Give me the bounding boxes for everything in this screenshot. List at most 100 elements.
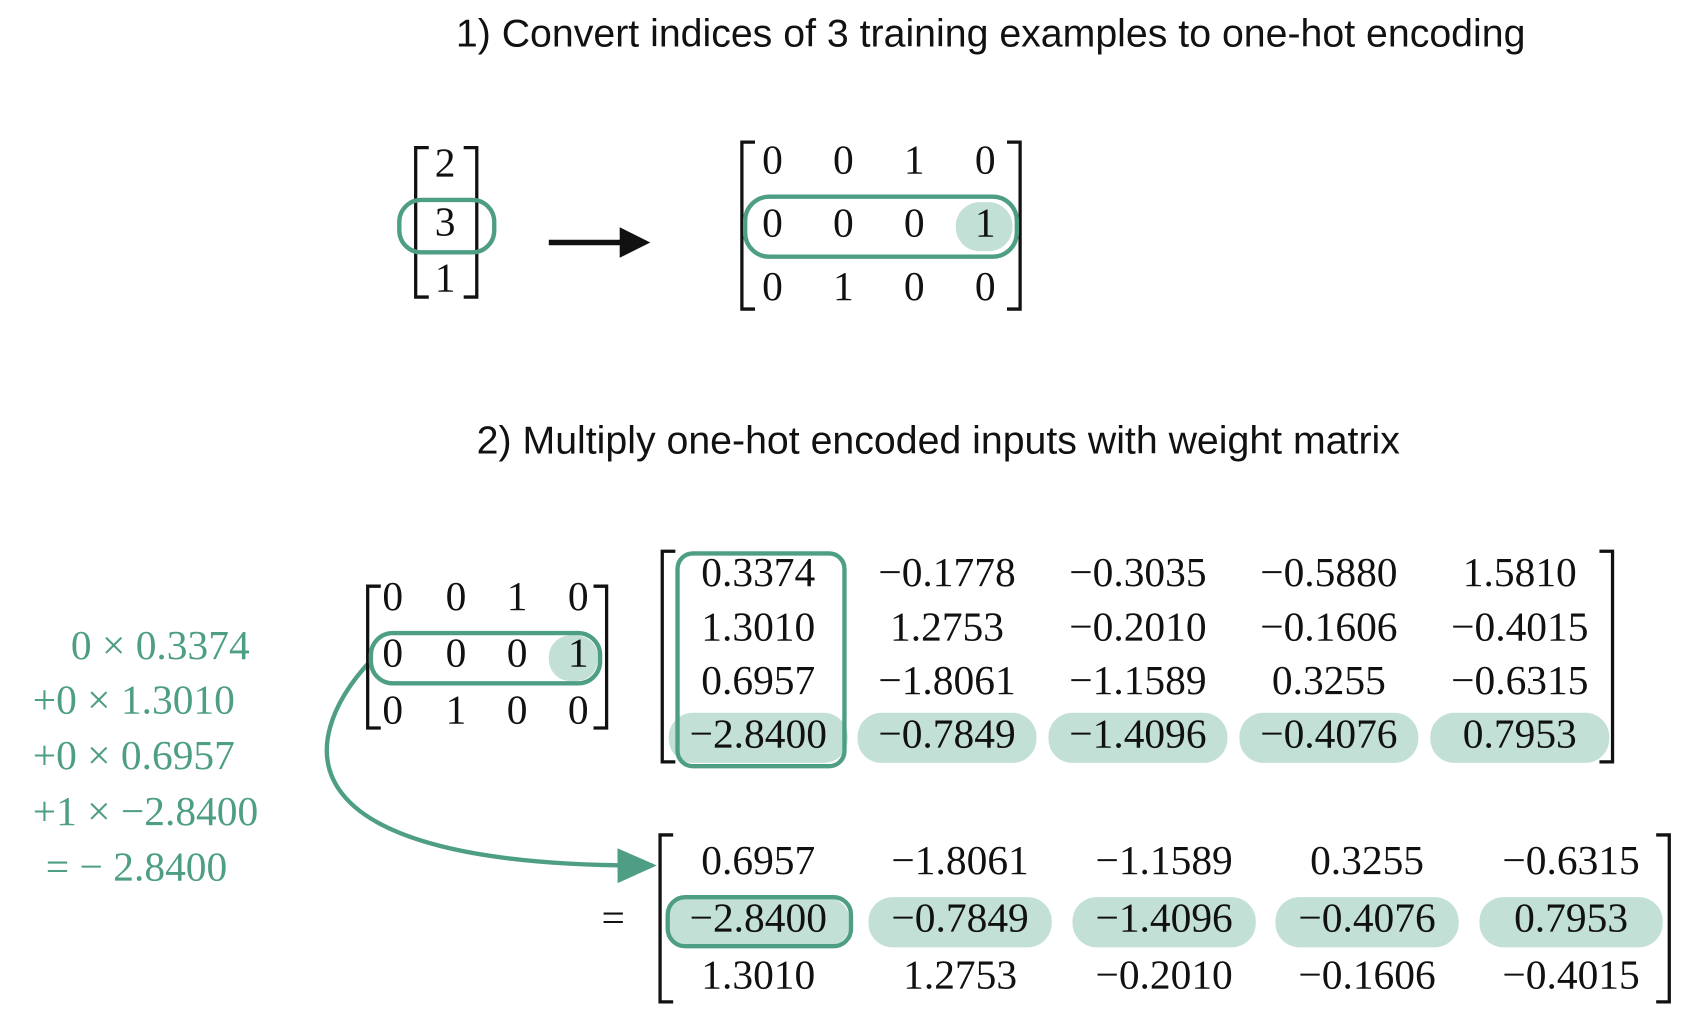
matrix-cell: −2.8400	[690, 895, 827, 941]
step-title: 2) Multiply one-hot encoded inputs with …	[477, 419, 1401, 463]
matrix-cell: −1.4096	[1069, 710, 1206, 756]
matrix-cell: −1.8061	[891, 837, 1028, 883]
matrix-cell: 0	[975, 263, 996, 309]
matrix-cell: 1	[435, 254, 456, 300]
matrix-cell: 1.2753	[890, 603, 1004, 649]
matrix-cell: −0.1778	[878, 549, 1015, 595]
matrix-cell: −0.7849	[891, 895, 1028, 941]
matrix-cell: −0.5880	[1260, 549, 1397, 595]
highlight	[868, 897, 1052, 948]
matrix-cell: 0.7953	[1463, 710, 1577, 756]
matrix-cell: 0	[833, 200, 854, 246]
matrix-cell: 0	[833, 136, 854, 182]
matrix-cell: 0	[904, 263, 925, 309]
matrix-cell: −0.7849	[878, 710, 1015, 756]
matrix-cell: −0.6315	[1502, 837, 1639, 883]
matrix-cell: −0.1606	[1260, 603, 1397, 649]
calculation-line: +1 × −2.8400	[33, 788, 259, 834]
matrix-cell: 0	[762, 263, 783, 309]
matrix-cell: 0	[507, 630, 528, 676]
calculation-line: = − 2.8400	[46, 843, 227, 889]
matrix-cell: 1.5810	[1463, 549, 1577, 595]
matrix-cell: 0.7953	[1514, 895, 1628, 941]
matrix-cell: 1	[975, 200, 996, 246]
matrix-cell: 0	[382, 573, 403, 619]
matrix-cell: −0.2010	[1095, 951, 1232, 997]
matrix-cell: −1.8061	[878, 657, 1015, 703]
calculation-line: +0 × 0.6957	[33, 732, 235, 778]
matrix-cell: 3	[435, 199, 456, 245]
calculation-line: 0 × 0.3374	[71, 622, 250, 668]
matrix-cell: 1.2753	[903, 951, 1017, 997]
matrix-cell: −0.3035	[1069, 549, 1206, 595]
matrix-cell: −1.1589	[1069, 657, 1206, 703]
matrix-cell: 0.3255	[1310, 837, 1424, 883]
bracket	[414, 145, 429, 299]
equals-sign: =	[601, 895, 624, 941]
calculation-line: +0 × 1.3010	[33, 677, 235, 723]
highlight	[1479, 897, 1663, 948]
matrix-cell: −1.1589	[1095, 837, 1232, 883]
highlight	[955, 202, 1013, 252]
matrix-cell: 1	[833, 263, 854, 309]
bracket	[660, 549, 676, 764]
highlight	[548, 635, 598, 682]
matrix-cell: 0	[382, 630, 403, 676]
highlight	[1275, 897, 1459, 948]
highlight	[857, 712, 1037, 763]
matrix-cell: −0.6315	[1451, 657, 1588, 703]
highlight	[666, 897, 850, 948]
highlight	[1239, 712, 1419, 763]
matrix-cell: 0	[904, 200, 925, 246]
matrix-cell: −2.8400	[690, 710, 827, 756]
matrix-cell: 0	[507, 686, 528, 732]
matrix-cell: 0	[975, 136, 996, 182]
bracket	[1656, 833, 1671, 1004]
matrix-cell: 0	[446, 630, 467, 676]
matrix-cell: 0	[382, 686, 403, 732]
bracket	[366, 584, 381, 730]
highlight	[668, 712, 848, 763]
curved-arrow	[324, 658, 657, 884]
arrow-head	[619, 227, 651, 258]
bracket	[593, 584, 609, 730]
matrix-cell: 1	[446, 686, 467, 732]
matrix-cell: 0	[568, 573, 589, 619]
highlight	[1430, 712, 1610, 763]
matrix-cell: 0	[446, 573, 467, 619]
selection-outline	[675, 551, 847, 769]
bracket	[1599, 549, 1615, 764]
matrix-cell: 0.6957	[701, 657, 815, 703]
selection-outline	[742, 194, 1020, 259]
highlight	[1048, 712, 1228, 763]
matrix-cell: 1.3010	[701, 603, 815, 649]
matrix-cell: −1.4096	[1095, 895, 1232, 941]
matrix-cell: −0.4015	[1451, 603, 1588, 649]
highlights	[548, 202, 1663, 948]
matrix-cell: 2	[435, 140, 456, 186]
selection-outline	[397, 197, 497, 255]
bracket	[658, 833, 674, 1004]
matrix-cell: −0.2010	[1069, 603, 1206, 649]
selection-outline	[368, 630, 603, 686]
step-title: 1) Convert indices of 3 training example…	[456, 12, 1526, 56]
matrix-cell: 0.3255	[1272, 657, 1386, 703]
highlight	[1072, 897, 1256, 948]
bracket	[463, 145, 479, 299]
matrix-cell: 0	[762, 136, 783, 182]
matrix-cell: 1.3010	[701, 951, 815, 997]
bracket	[1007, 140, 1022, 311]
matrix-cell: −0.4076	[1260, 710, 1397, 756]
selection-outline	[665, 894, 854, 949]
matrix-cell: 1	[568, 630, 589, 676]
matrix-cell: 0.6957	[701, 837, 815, 883]
matrix-cell: −0.4015	[1502, 951, 1639, 997]
matrix-cell: 0	[762, 200, 783, 246]
matrix-cell: 0	[568, 686, 589, 732]
matrix-cell: 0.3374	[701, 549, 815, 595]
matrix-cell: 1	[507, 573, 528, 619]
matrix-cell: 1	[904, 136, 925, 182]
matrix-cell: −0.4076	[1298, 895, 1435, 941]
